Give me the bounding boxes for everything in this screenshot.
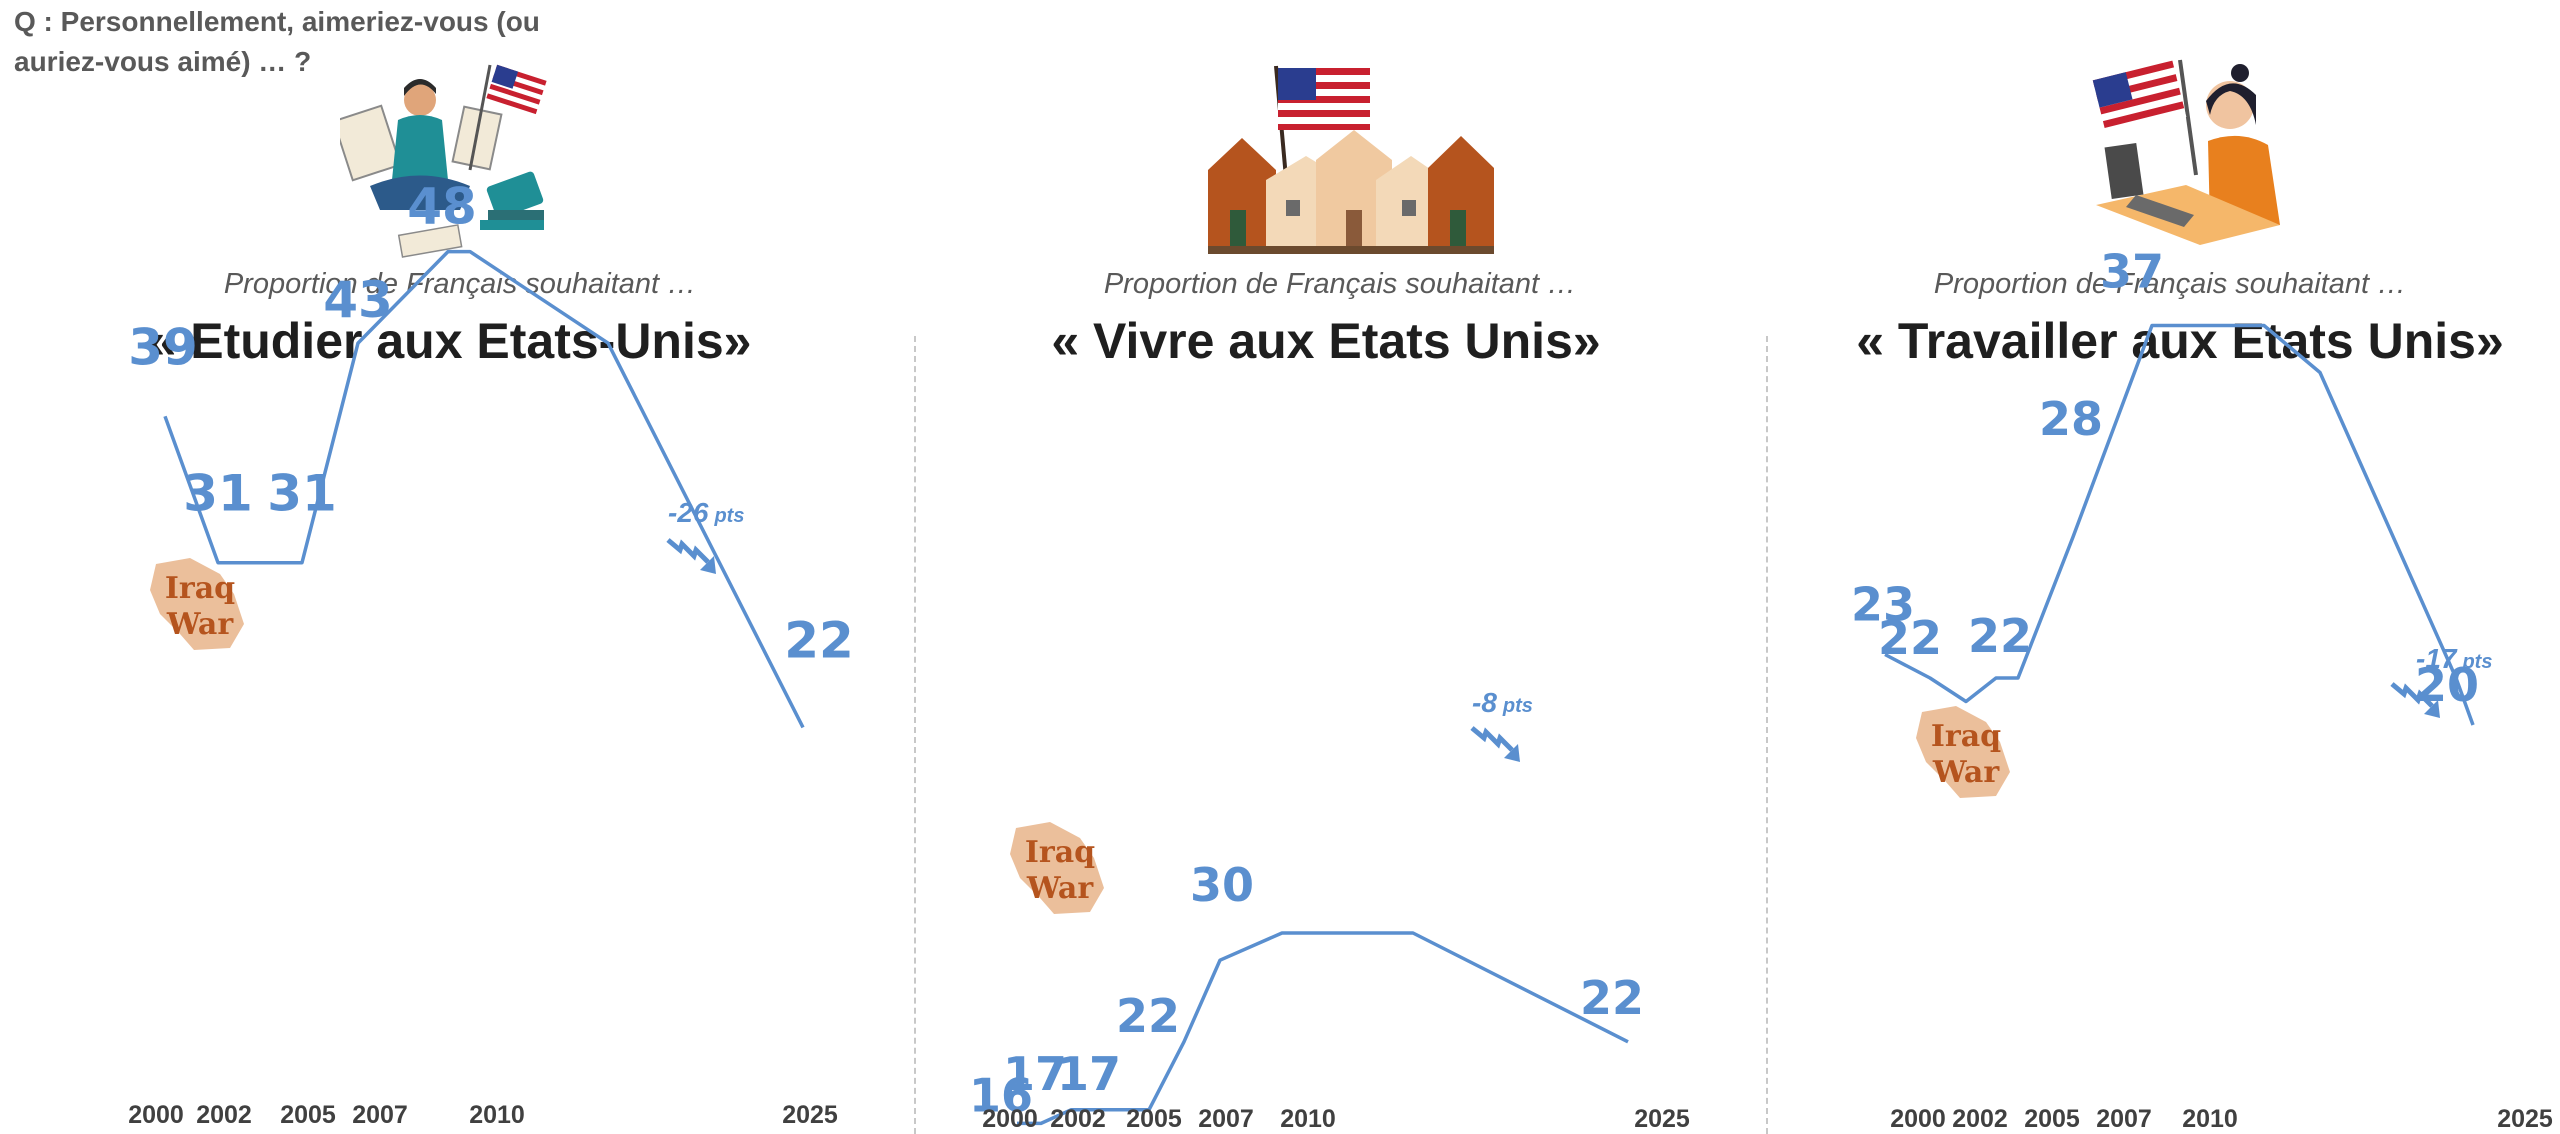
iraq-map-icon bbox=[150, 558, 244, 650]
chart-title: « Etudier aux Etats-Unis» bbox=[148, 313, 752, 369]
data-label: 16 bbox=[969, 1068, 1033, 1122]
down-trend-arrow-icon bbox=[666, 538, 716, 574]
x-tick-label: 2010 bbox=[1280, 1105, 1336, 1133]
data-label: 17 bbox=[1057, 1047, 1121, 1101]
war-label: War bbox=[166, 607, 235, 642]
data-label: 22 bbox=[1580, 971, 1644, 1025]
data-label: 22 bbox=[784, 611, 854, 669]
chart-panel-vivre: Proportion de Français souhaitant … « Vi… bbox=[940, 0, 1780, 1134]
data-label: 31 bbox=[183, 465, 253, 523]
x-tick-label: 2010 bbox=[469, 1101, 525, 1129]
question-text: Q : Personnellement, aimeriez-vous (ou a… bbox=[14, 6, 540, 77]
data-label: 48 bbox=[407, 178, 477, 236]
chart-subtitle: Proportion de Français souhaitant … bbox=[1933, 268, 2407, 300]
war-label: War bbox=[1932, 755, 2001, 790]
chart-title: « Travailler aux Etats Unis» bbox=[1856, 313, 2504, 369]
x-tick-label: 2005 bbox=[1126, 1105, 1182, 1133]
x-tick-label: 2007 bbox=[2096, 1105, 2152, 1133]
student-with-flag-illustration bbox=[340, 64, 547, 258]
panel-divider bbox=[1766, 336, 1768, 1134]
x-tick-label: 2002 bbox=[1952, 1105, 2008, 1133]
x-tick-label: 2007 bbox=[352, 1101, 408, 1129]
chart-title: « Vivre aux Etats Unis» bbox=[1051, 313, 1601, 369]
iraq-label: Iraq bbox=[1931, 719, 2001, 754]
panel-divider bbox=[914, 336, 916, 1134]
iraq-map-icon bbox=[1010, 822, 1104, 914]
x-tick-label: 2002 bbox=[196, 1101, 252, 1129]
data-label: 37 bbox=[2100, 245, 2164, 299]
iraq-label: Iraq bbox=[1025, 835, 1095, 870]
x-tick-label: 2010 bbox=[2182, 1105, 2238, 1133]
delta-label: -17 pts bbox=[2416, 643, 2492, 674]
chart-panel-travailler: Proportion de Français souhaitant … « Tr… bbox=[1780, 0, 2560, 1134]
x-tick-label: 2005 bbox=[2024, 1105, 2080, 1133]
x-tick-label: 2007 bbox=[1198, 1105, 1254, 1133]
x-tick-label: 2005 bbox=[280, 1101, 336, 1129]
x-tick-label: 2000 bbox=[982, 1105, 1038, 1133]
down-trend-arrow-icon bbox=[2390, 682, 2440, 718]
iraq-label: Iraq bbox=[165, 571, 235, 606]
data-label: 22 bbox=[1116, 989, 1180, 1043]
houses-with-flag-illustration bbox=[1208, 65, 1494, 254]
down-trend-arrow-icon bbox=[1470, 726, 1520, 762]
data-label: 39 bbox=[128, 318, 198, 376]
data-label: 31 bbox=[267, 465, 337, 523]
x-tick-label: 2025 bbox=[1634, 1105, 1690, 1133]
iraq-map-icon bbox=[1916, 706, 2010, 798]
data-label: 43 bbox=[323, 271, 393, 329]
x-tick-label: 2002 bbox=[1050, 1105, 1106, 1133]
delta-label: -8 pts bbox=[1472, 687, 1533, 718]
data-label: 22 bbox=[1968, 609, 2032, 663]
chart-subtitle: Proportion de Français souhaitant … bbox=[1103, 268, 1577, 300]
series-line bbox=[163, 249, 805, 729]
war-label: War bbox=[1026, 871, 1095, 906]
data-label: 30 bbox=[1190, 858, 1254, 912]
series-line bbox=[1884, 323, 2475, 726]
x-tick-label: 2000 bbox=[1890, 1105, 1946, 1133]
woman-at-computer-with-flag-illustration bbox=[2092, 59, 2280, 245]
data-label: 17 bbox=[1003, 1047, 1067, 1101]
chart-panel-etudier: Proportion de Français souhaitant … « Et… bbox=[0, 0, 880, 1134]
data-label: 28 bbox=[2039, 392, 2103, 446]
chart-subtitle: Proportion de Français souhaitant … bbox=[223, 268, 697, 300]
x-tick-label: 2025 bbox=[782, 1101, 838, 1129]
data-label: 22 bbox=[1878, 611, 1942, 665]
x-tick-label: 2025 bbox=[2497, 1105, 2553, 1133]
x-tick-label: 2000 bbox=[128, 1101, 184, 1129]
delta-label: -26 pts bbox=[668, 497, 744, 528]
data-label: 23 bbox=[1851, 578, 1915, 632]
